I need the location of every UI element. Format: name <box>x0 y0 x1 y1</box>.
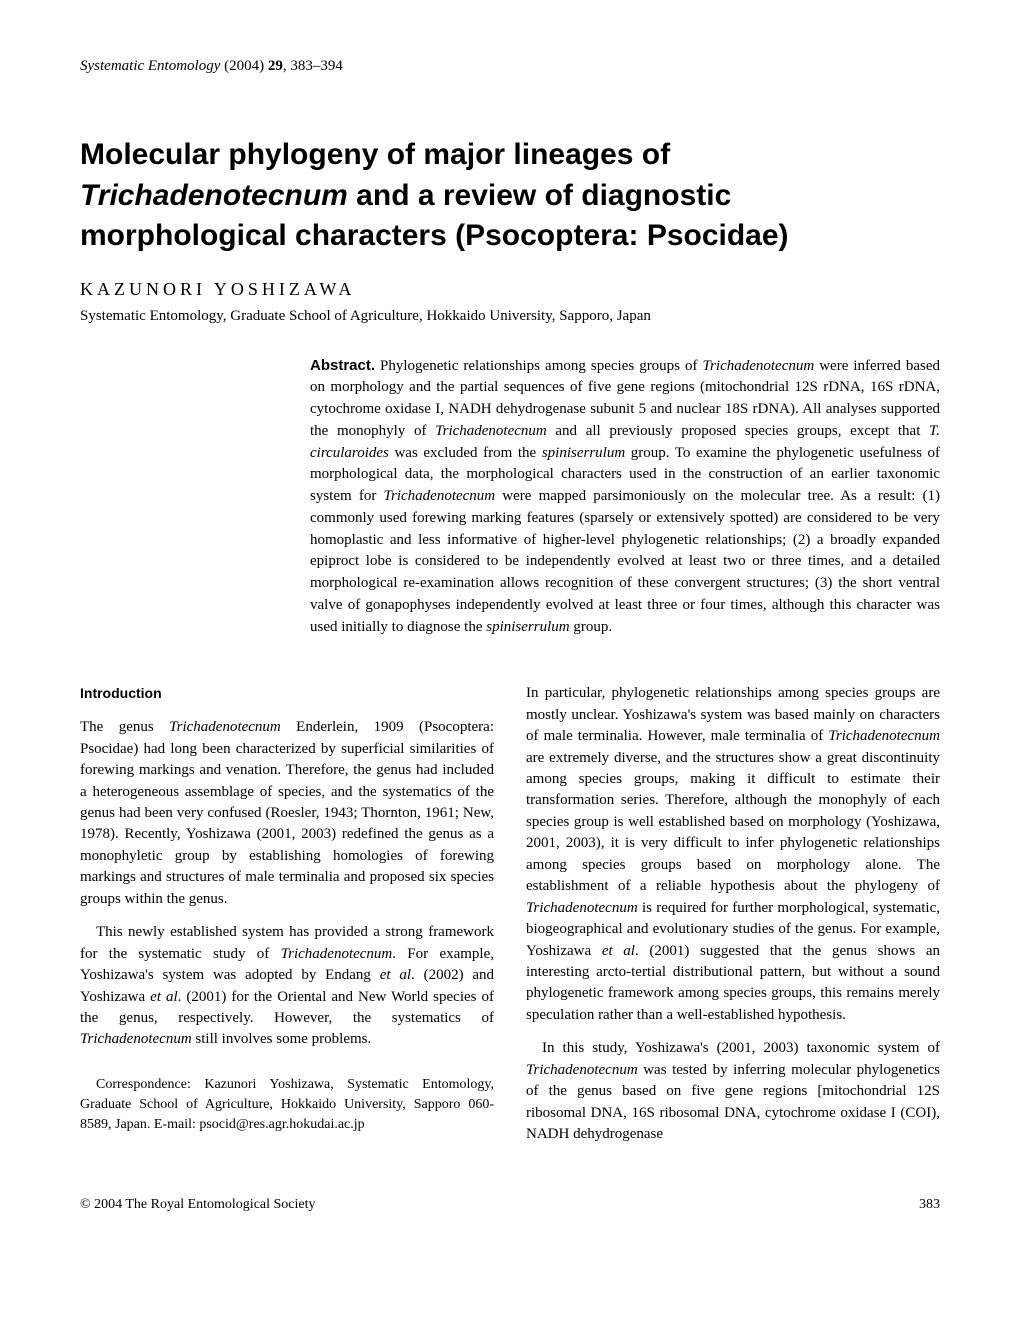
etal: et al <box>380 967 411 983</box>
right-column: In particular, phylogenetic relationship… <box>526 683 940 1157</box>
paragraph-text: are extremely diverse, and the structure… <box>526 750 940 895</box>
genus-name: Trichadenotecnum <box>526 1062 638 1078</box>
intro-paragraph: This newly established system has provid… <box>80 922 494 1051</box>
abstract-text: group. <box>570 619 613 635</box>
paragraph-text: The genus <box>80 719 169 735</box>
abstract-label: Abstract. <box>310 357 375 374</box>
abstract-text: were mapped parsimoniously on the molecu… <box>310 488 940 635</box>
paragraph-text: In this study, Yoshizawa's (2001, 2003) … <box>542 1040 940 1056</box>
genus-name: Trichadenotecnum <box>828 728 940 744</box>
genus-name: Trichadenotecnum <box>281 946 393 962</box>
abstract-text: was excluded from the <box>389 445 542 461</box>
abstract-genus: Trichadenotecnum <box>703 358 815 374</box>
journal-name: Systematic Entomology <box>80 58 220 74</box>
journal-volume: 29 <box>268 58 283 74</box>
abstract: Abstract. Phylogenetic relationships amo… <box>310 355 940 639</box>
article-title: Molecular phylogeny of major lineages of… <box>80 135 940 257</box>
correspondence: Correspondence: Kazunori Yoshizawa, Syst… <box>80 1075 494 1135</box>
abstract-group: spiniserrulum <box>486 619 569 635</box>
title-text-pre: Molecular phylogeny of major lineages of <box>80 138 670 171</box>
section-heading-introduction: Introduction <box>80 683 494 703</box>
journal-header: Systematic Entomology (2004) 29, 383–394 <box>80 58 940 75</box>
left-column: Introduction The genus Trichadenotecnum … <box>80 683 494 1157</box>
abstract-text: and all previously proposed species grou… <box>547 423 929 439</box>
etal: et al <box>150 989 178 1005</box>
intro-paragraph: The genus Trichadenotecnum Enderlein, 19… <box>80 717 494 910</box>
page-number: 383 <box>919 1197 940 1213</box>
title-genus: Trichadenotecnum <box>80 179 348 212</box>
journal-pages: , 383–394 <box>283 58 343 74</box>
etal: et al <box>602 943 635 959</box>
paragraph-text: still involves some problems. <box>192 1031 372 1047</box>
paragraph-text: Enderlein, 1909 (Psocoptera: Psocidae) h… <box>80 719 494 907</box>
author-affiliation: Systematic Entomology, Graduate School o… <box>80 308 940 325</box>
abstract-group: spiniserrulum <box>542 445 625 461</box>
abstract-text: Phylogenetic relationships among species… <box>375 358 703 374</box>
genus-name: Trichadenotecnum <box>80 1031 192 1047</box>
page-footer: © 2004 The Royal Entomological Society 3… <box>80 1197 940 1213</box>
journal-year: (2004) <box>224 58 264 74</box>
copyright-text: © 2004 The Royal Entomological Society <box>80 1197 316 1213</box>
intro-paragraph: In this study, Yoshizawa's (2001, 2003) … <box>526 1038 940 1145</box>
body-columns: Introduction The genus Trichadenotecnum … <box>80 683 940 1157</box>
intro-paragraph: In particular, phylogenetic relationship… <box>526 683 940 1026</box>
author-name: KAZUNORI YOSHIZAWA <box>80 279 940 300</box>
genus-name: Trichadenotecnum <box>526 900 638 916</box>
abstract-genus: Trichadenotecnum <box>435 423 547 439</box>
abstract-genus: Trichadenotecnum <box>383 488 495 504</box>
genus-name: Trichadenotecnum <box>169 719 281 735</box>
